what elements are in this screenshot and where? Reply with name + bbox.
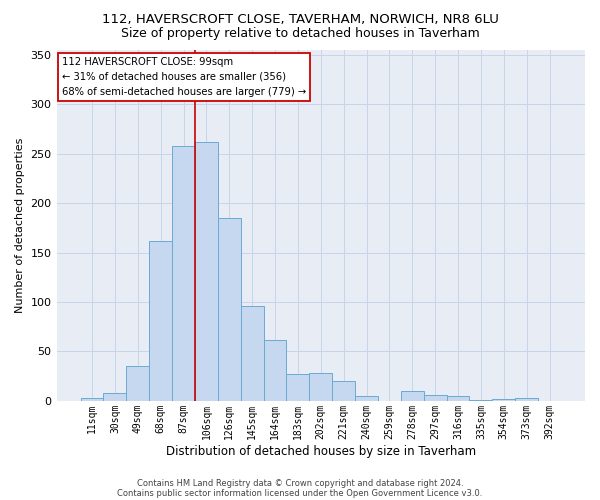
Text: Contains HM Land Registry data © Crown copyright and database right 2024.: Contains HM Land Registry data © Crown c…	[137, 478, 463, 488]
Bar	[263, 340, 286, 401]
Bar	[286, 374, 310, 401]
Text: 112, HAVERSCROFT CLOSE, TAVERHAM, NORWICH, NR8 6LU: 112, HAVERSCROFT CLOSE, TAVERHAM, NORWIC…	[101, 12, 499, 26]
Text: Contains public sector information licensed under the Open Government Licence v3: Contains public sector information licen…	[118, 488, 482, 498]
Bar	[446, 396, 469, 401]
Bar	[149, 241, 172, 401]
Bar	[469, 400, 493, 401]
Bar	[401, 391, 424, 401]
Bar	[103, 393, 127, 401]
Bar	[515, 398, 538, 401]
Bar	[424, 395, 446, 401]
Text: 112 HAVERSCROFT CLOSE: 99sqm
← 31% of detached houses are smaller (356)
68% of s: 112 HAVERSCROFT CLOSE: 99sqm ← 31% of de…	[62, 57, 306, 96]
Bar	[332, 381, 355, 401]
Bar	[127, 366, 149, 401]
Bar	[218, 218, 241, 401]
Bar	[241, 306, 263, 401]
Bar	[310, 373, 332, 401]
Bar	[493, 399, 515, 401]
Bar	[80, 398, 103, 401]
Text: Size of property relative to detached houses in Taverham: Size of property relative to detached ho…	[121, 28, 479, 40]
X-axis label: Distribution of detached houses by size in Taverham: Distribution of detached houses by size …	[166, 444, 476, 458]
Bar	[195, 142, 218, 401]
Y-axis label: Number of detached properties: Number of detached properties	[15, 138, 25, 313]
Bar	[355, 396, 378, 401]
Bar	[172, 146, 195, 401]
